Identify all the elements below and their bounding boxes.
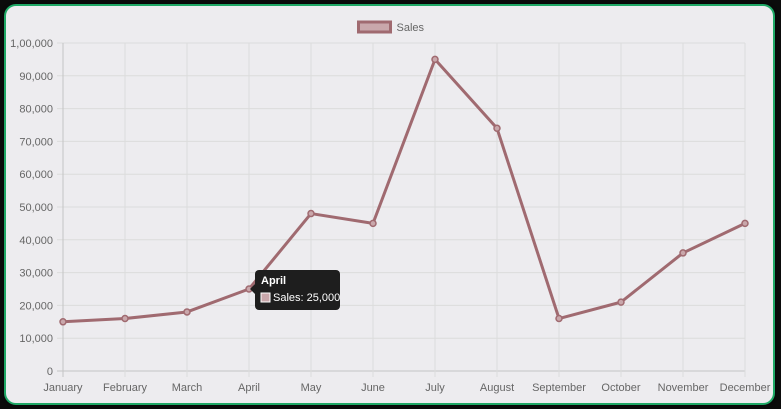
x-tick-label: July [425, 382, 445, 394]
x-axis-ticks: January February March April May June July Augu… [43, 382, 770, 394]
legend-label: Sales [397, 22, 425, 34]
data-point [59, 318, 67, 326]
y-tick-label: 10,000 [19, 333, 53, 345]
tooltip-caret [250, 284, 255, 294]
tooltip: April Sales: 25,000 [250, 270, 340, 310]
x-tick-label: June [361, 382, 385, 394]
x-tick-label: October [601, 382, 640, 394]
x-tick-label: August [480, 382, 514, 394]
data-point [431, 55, 439, 64]
y-tick-label: 70,000 [19, 136, 53, 148]
y-tick-label: 50,000 [19, 202, 53, 214]
data-point [121, 314, 129, 323]
tooltip-box [255, 270, 340, 310]
tooltip-label: Sales: 25,000 [273, 292, 340, 304]
y-tick-label: 20,000 [19, 300, 53, 312]
tooltip-title: April [261, 275, 286, 287]
data-point [741, 219, 749, 228]
y-tick-label: 40,000 [19, 235, 53, 247]
legend-swatch [357, 20, 392, 34]
x-tick-label: May [301, 382, 322, 394]
y-tick-label: 90,000 [19, 71, 53, 83]
x-tick-label: April [238, 382, 260, 394]
tooltip-swatch [260, 292, 271, 303]
data-point [493, 124, 501, 133]
data-point [307, 209, 315, 218]
x-tick-label: November [658, 382, 709, 394]
y-axis-ticks: 0 10,000 20,000 30,000 40,000 50,000 60,000 70,… [10, 38, 53, 378]
data-point [183, 308, 191, 316]
x-tick-label: February [103, 382, 148, 394]
x-tick-label: January [43, 382, 83, 394]
x-tick-label: September [532, 382, 586, 394]
line-chart: 0 10,000 20,000 30,000 40,000 50,000 60,000 70,… [10, 20, 771, 394]
series-sales [59, 55, 749, 326]
y-tick-label: 80,000 [19, 104, 53, 116]
chart-panel: 0 10,000 20,000 30,000 40,000 50,000 60,000 70,… [4, 4, 775, 405]
series-line [62, 57, 746, 324]
y-tick-label: 30,000 [19, 268, 53, 280]
y-tick-label: 0 [47, 366, 53, 378]
x-tick-label: December [720, 382, 771, 394]
y-tick-label: 60,000 [19, 169, 53, 181]
data-point [555, 314, 563, 323]
data-point [617, 298, 625, 306]
data-point [679, 249, 687, 257]
x-tick-label: March [172, 382, 203, 394]
grid-lines [57, 42, 746, 377]
y-tick-label: 1,00,000 [10, 38, 53, 50]
data-point [369, 219, 377, 228]
legend[interactable]: Sales [357, 20, 425, 34]
